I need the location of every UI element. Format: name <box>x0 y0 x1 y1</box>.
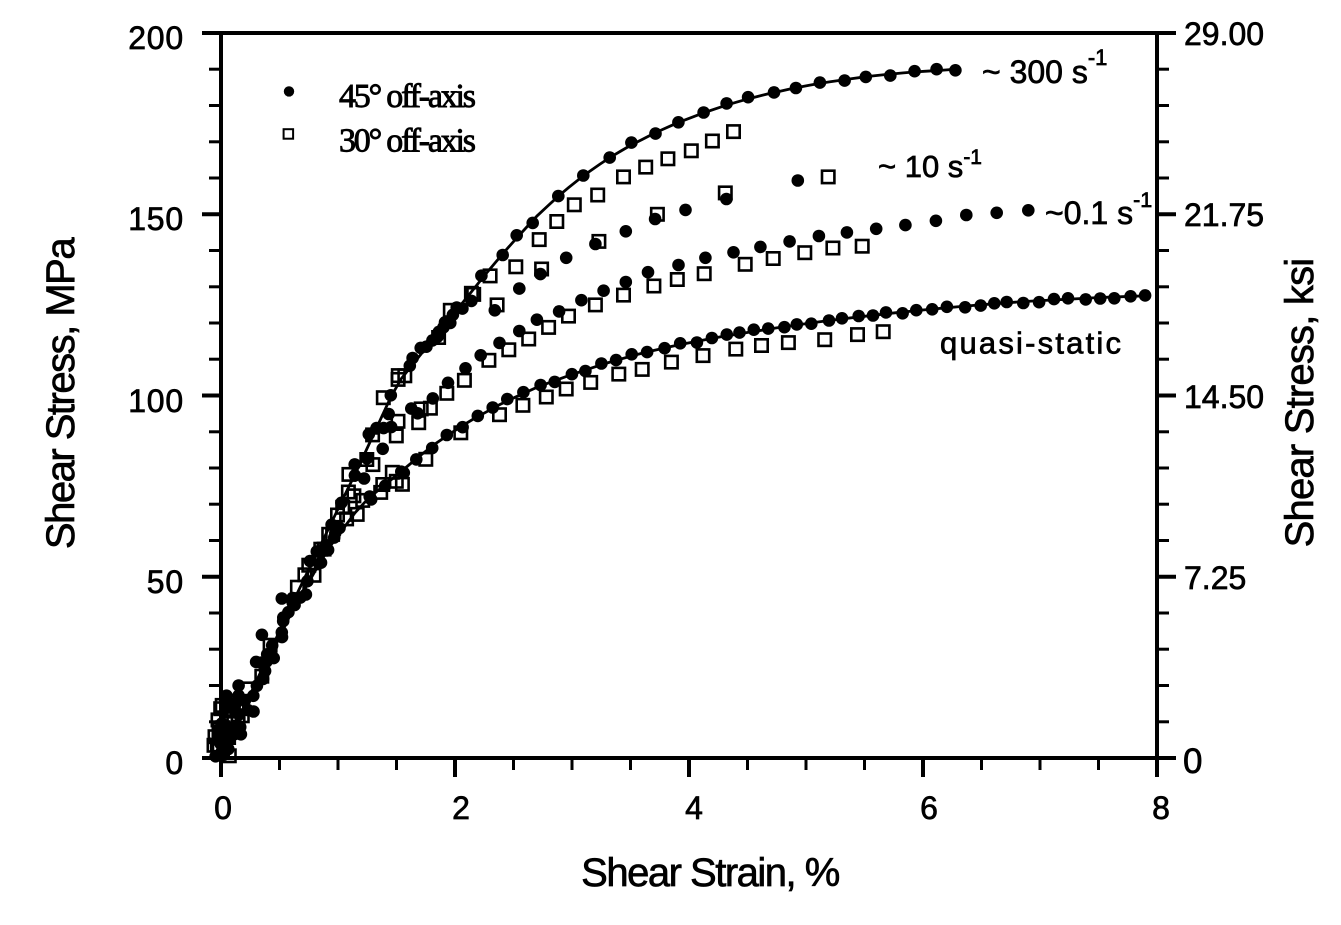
svg-text:8: 8 <box>1152 790 1170 826</box>
svg-text:0: 0 <box>214 790 232 826</box>
svg-text:7.25: 7.25 <box>1184 560 1246 596</box>
svg-text:4: 4 <box>685 790 703 826</box>
svg-text:29.00: 29.00 <box>1184 16 1264 52</box>
svg-text:150: 150 <box>128 201 184 237</box>
svg-text:Shear Stress, MPa: Shear Stress, MPa <box>39 237 83 549</box>
svg-text:200: 200 <box>128 20 184 56</box>
svg-text:30° off-axis: 30° off-axis <box>339 123 475 160</box>
svg-text:Shear Stress, ksi: Shear Stress, ksi <box>1278 259 1322 548</box>
svg-text:quasi-static: quasi-static <box>940 326 1123 361</box>
svg-text:0: 0 <box>1183 742 1202 781</box>
svg-text:45° off-axis: 45° off-axis <box>339 78 475 115</box>
svg-text:0: 0 <box>165 745 184 781</box>
svg-text:2: 2 <box>452 790 470 826</box>
svg-text:50: 50 <box>147 564 184 600</box>
svg-text:100: 100 <box>128 383 184 419</box>
svg-text:14.50: 14.50 <box>1184 379 1264 415</box>
svg-text:6: 6 <box>920 790 938 826</box>
svg-text:21.75: 21.75 <box>1184 197 1264 233</box>
svg-text:Shear Strain, %: Shear Strain, % <box>581 851 840 895</box>
